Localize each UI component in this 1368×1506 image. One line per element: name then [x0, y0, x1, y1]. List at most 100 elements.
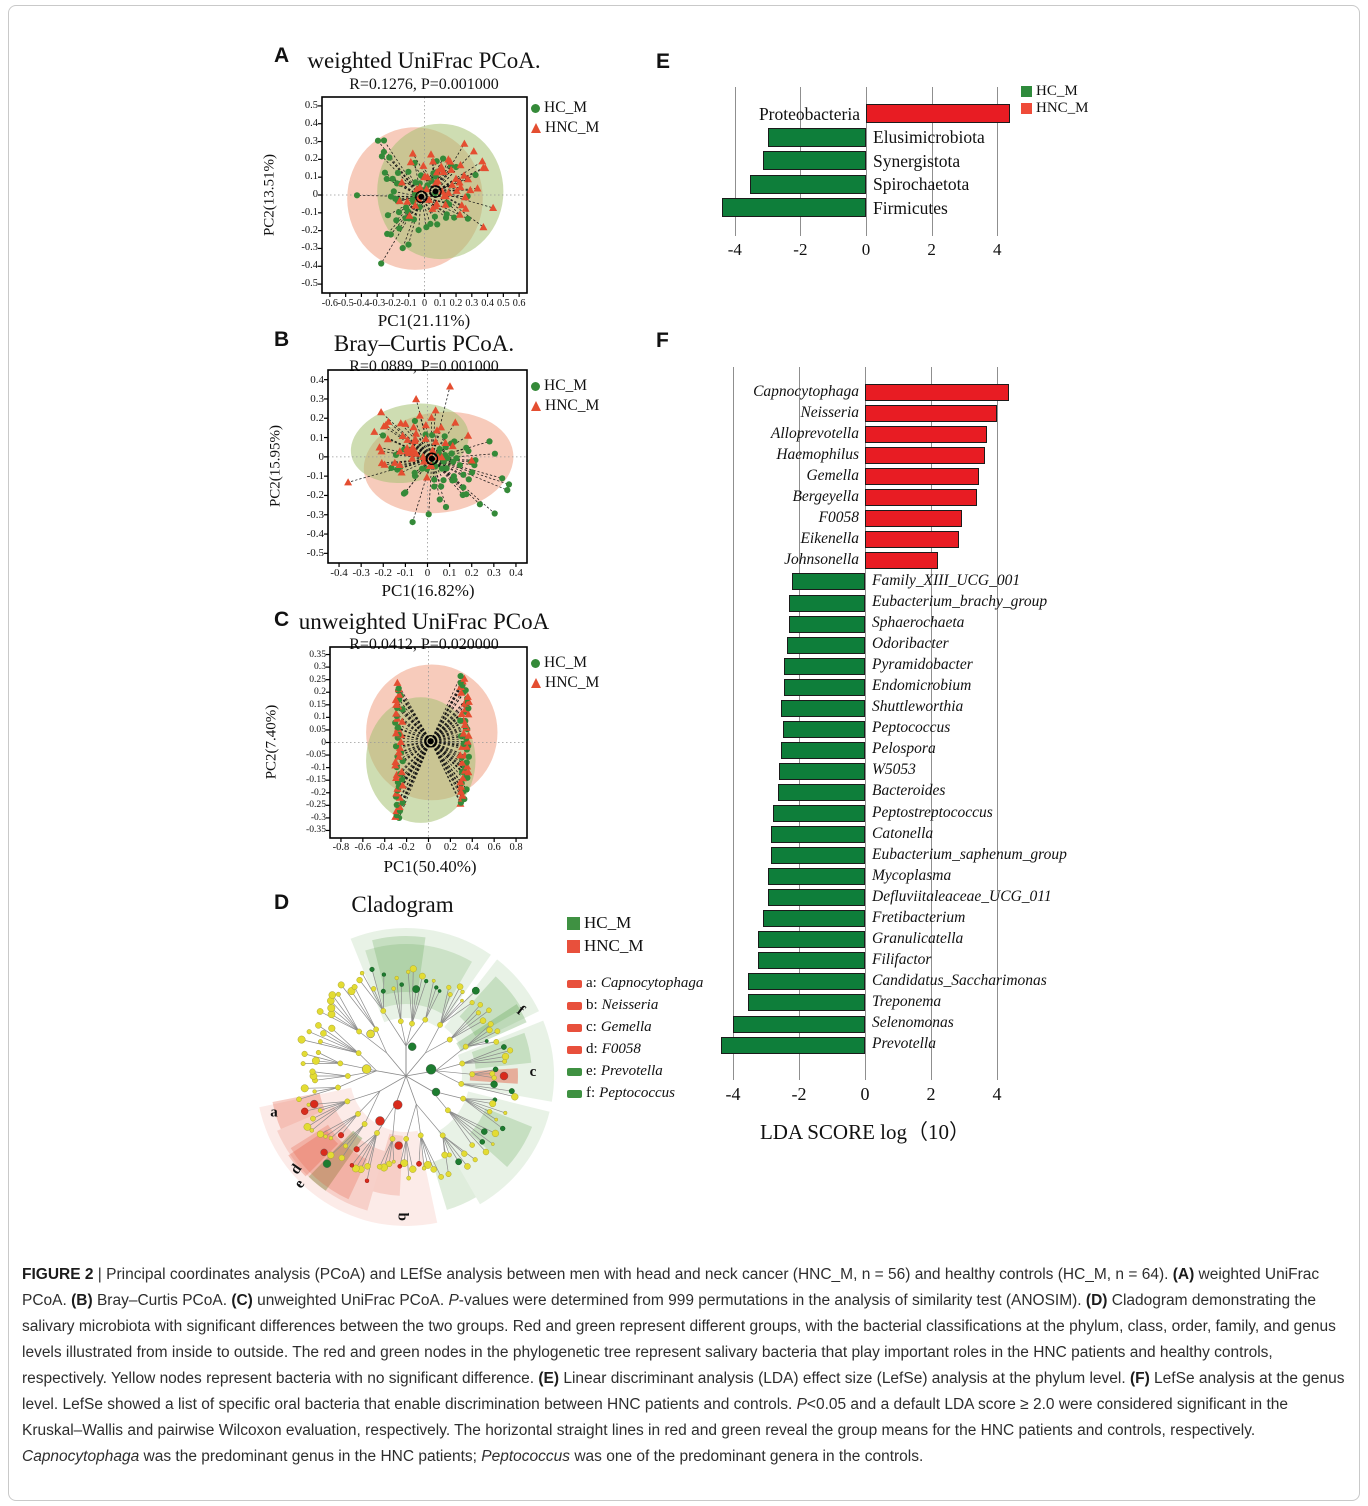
caption-bold-segment: (C)	[231, 1292, 253, 1309]
y-tick-A: -0.2	[301, 224, 318, 236]
panel-c-xlabel: PC1(50.40%)	[383, 857, 477, 876]
gridline-F	[931, 367, 932, 1080]
taxon-key: e:	[586, 1063, 597, 1079]
panel-f-letter: F	[656, 329, 669, 352]
x-tick-A: -0.1	[400, 298, 417, 309]
legend-taxon-b: b: Neisseria	[567, 997, 703, 1014]
x-tick-A: 0.4	[481, 298, 494, 309]
pcoa-plot-A	[318, 96, 528, 297]
legend-item-HC_M: HC_M	[531, 377, 599, 395]
bar-Defluviitaleaceae_UCG_011	[767, 889, 865, 907]
y-tick-A: 0.3	[304, 135, 318, 147]
x-tick-B: 0.4	[509, 567, 523, 579]
bar-label-Synergistota: Synergistota	[873, 150, 961, 171]
pcoa-legend-A: HC_M HNC_M	[531, 99, 599, 139]
bar-label-Alloprevotella: Alloprevotella	[770, 424, 859, 442]
legend-item-HC_M: HC_M	[1021, 83, 1089, 100]
axis-tick-E: -2	[793, 240, 808, 259]
y-tick-A: 0.1	[304, 171, 318, 183]
x-tick-C: 0	[425, 842, 432, 853]
gridline-F	[997, 367, 998, 1080]
bar-Fretibacterium	[762, 910, 865, 928]
y-tick-C: 0.2	[314, 686, 326, 698]
triangle-marker-icon	[531, 401, 541, 411]
panel-a-stats: R=0.1276, P=0.001000	[349, 76, 499, 93]
bar-Firmicutes	[721, 198, 866, 217]
bar-Shuttleworthia	[780, 699, 865, 717]
x-tick-A: -0.3	[369, 298, 386, 309]
x-tick-B: 0.3	[486, 567, 501, 579]
caption-text-segment: was one of the predominant genera in the…	[570, 1448, 924, 1465]
pcoa-plot-B	[324, 369, 528, 567]
taxon-name: F0058	[601, 1041, 641, 1057]
bar-Family_XIII_UCG_001	[792, 573, 865, 591]
taxon-key: b:	[586, 997, 598, 1013]
x-tick-A: 0.5	[496, 298, 510, 309]
axis-tick-E: 2	[927, 240, 936, 259]
caption-text-segment: unweighted UniFrac PCoA.	[252, 1292, 449, 1309]
gridline-E	[866, 87, 867, 236]
legend-label: HC_M	[544, 377, 588, 394]
gridline-E	[931, 87, 933, 236]
legend-label: HNC_M	[1036, 100, 1089, 116]
y-tick-C: -0.35	[306, 824, 326, 836]
bar-label-Pyramidobacter: Pyramidobacter	[872, 656, 973, 674]
x-tick-A: 0.3	[465, 298, 479, 309]
caption-bold-segment: (A)	[1172, 1266, 1195, 1283]
taxon-name: Peptococcus	[599, 1085, 675, 1101]
bar-label-Johnsonella: Johnsonella	[784, 550, 859, 568]
bar-label-Bacteroides: Bacteroides	[872, 782, 946, 800]
x-tick-A: -0.2	[384, 298, 402, 309]
y-tick-B: 0.2	[310, 412, 324, 425]
bar-Treponema	[747, 994, 865, 1012]
y-tick-A: 0.2	[304, 153, 318, 165]
bar-label-Candidatus_Saccharimonas: Candidatus_Saccharimonas	[872, 971, 1047, 989]
legend-item-HNC_M: HNC_M	[531, 397, 599, 415]
caption-italic-segment: Capnocytophaga	[22, 1448, 140, 1465]
legend-taxon-e: e: Prevotella	[567, 1063, 703, 1080]
legend-label: HNC_M	[545, 397, 600, 414]
legend-label: HNC_M	[545, 674, 600, 691]
bar-label-Sphaerochaeta: Sphaerochaeta	[872, 614, 965, 632]
bar-Pelospora	[780, 741, 865, 759]
bar-label-Filifactor: Filifactor	[872, 950, 932, 968]
bar-Pyramidobacter	[784, 657, 865, 675]
y-tick-C: 0.15	[309, 698, 326, 710]
panel-b-xlabel: PC1(16.82%)	[381, 581, 475, 600]
caption-bold-segment: (F)	[1129, 1370, 1150, 1387]
bar-label-W5053: W5053	[872, 761, 916, 779]
x-tick-C: -0.6	[354, 842, 372, 853]
panel-b-title: Bray–Curtis PCoA.	[333, 331, 515, 356]
axis-tick-F: -2	[791, 1084, 807, 1104]
bar-Haemophilus	[865, 447, 986, 465]
caption-text-segment: Cladogram demonstrating the salivary mic…	[22, 1292, 1336, 1387]
bar-label-Bergeyella: Bergeyella	[792, 487, 859, 505]
swatch-icon	[567, 1045, 582, 1054]
y-tick-C: -0.3	[310, 811, 326, 823]
square-marker-icon	[1021, 103, 1032, 114]
bar-label-Fretibacterium: Fretibacterium	[872, 908, 966, 926]
caption-text-segment: was the predominant genus in the HNC pat…	[139, 1448, 482, 1465]
panel-a-title: weighted UniFrac PCoA.	[307, 48, 541, 73]
swatch-icon	[567, 979, 582, 988]
bar-Elusimicrobiota	[767, 127, 866, 147]
y-tick-B: -0.5	[306, 547, 324, 560]
panel-a-xlabel: PC1(21.11%)	[377, 311, 471, 330]
axis-tick-E: -4	[727, 240, 742, 259]
bar-label-Defluviitaleaceae_UCG_011: Defluviitaleaceae_UCG_011	[872, 887, 1052, 905]
bar-F0058	[865, 510, 963, 528]
caption-text-segment: Linear discriminant analysis (LDA) effec…	[559, 1370, 1130, 1387]
bar-Peptococcus	[782, 720, 865, 738]
y-tick-B: 0.4	[310, 373, 324, 386]
bar-label-Granulicatella: Granulicatella	[872, 929, 964, 947]
bar-label-Catonella: Catonella	[872, 824, 934, 842]
y-tick-A: -0.4	[301, 260, 318, 272]
legend-item-HNC_M: HNC_M	[531, 674, 599, 692]
bar-W5053	[779, 762, 865, 780]
taxon-key: f:	[586, 1085, 596, 1101]
panel-c-stats: R=0.0412, P=0.020000	[349, 636, 499, 653]
x-tick-C: 0.8	[509, 842, 523, 853]
bar-label-Odoribacter: Odoribacter	[872, 635, 949, 653]
swatch-icon	[567, 1023, 582, 1032]
y-tick-C: 0.3	[314, 661, 326, 673]
